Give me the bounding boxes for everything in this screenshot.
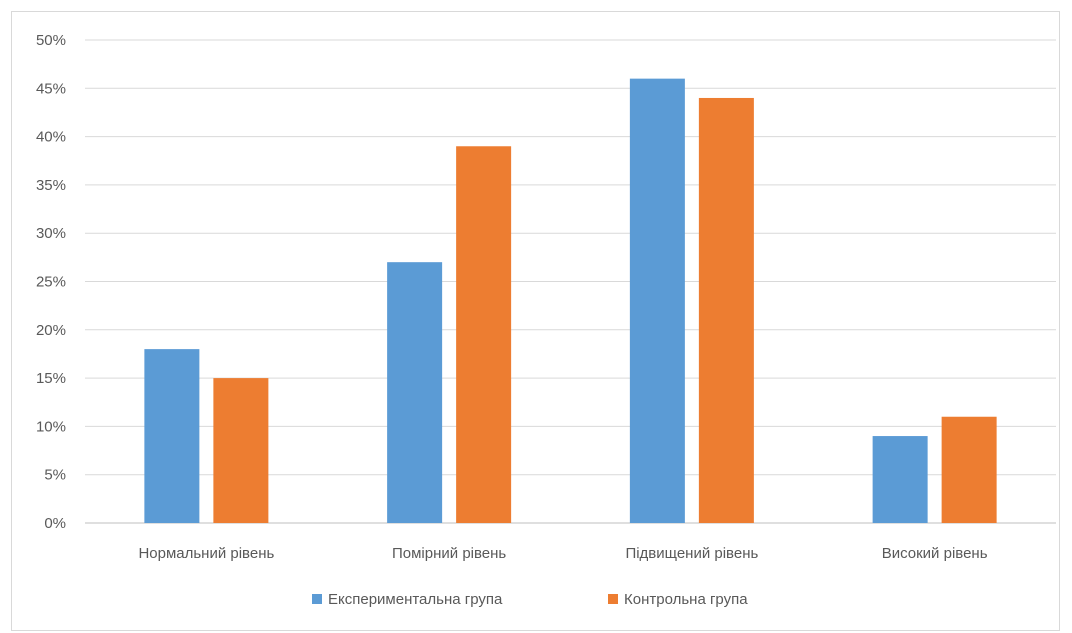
- y-tick-label: 15%: [36, 370, 66, 387]
- bar-control: [698, 97, 754, 524]
- y-tick-label: 40%: [36, 129, 66, 146]
- x-category-label: Підвищений рівень: [625, 545, 758, 562]
- bar-control: [213, 378, 269, 523]
- bar-experimental: [629, 78, 685, 523]
- bar-experimental: [144, 349, 200, 523]
- bar-experimental: [872, 436, 928, 523]
- legend-label: Експериментальна група: [328, 591, 503, 608]
- y-tick-label: 5%: [44, 467, 66, 484]
- x-category-label: Нормальний рівень: [138, 545, 274, 562]
- x-category-label: Помірний рівень: [392, 545, 506, 562]
- legend-swatch: [312, 594, 322, 604]
- x-category-label: Високий рівень: [882, 545, 988, 562]
- y-tick-label: 25%: [36, 274, 66, 291]
- y-tick-label: 0%: [44, 515, 66, 532]
- chart-area: [11, 11, 1060, 631]
- legend-label: Контрольна група: [624, 591, 748, 608]
- legend-swatch: [608, 594, 618, 604]
- bar-control: [941, 416, 997, 523]
- bar-experimental: [387, 262, 443, 523]
- y-tick-label: 50%: [36, 32, 66, 49]
- y-tick-label: 10%: [36, 418, 66, 435]
- bar-control: [456, 146, 512, 523]
- y-tick-label: 30%: [36, 225, 66, 242]
- y-tick-label: 20%: [36, 322, 66, 339]
- y-tick-label: 35%: [36, 177, 66, 194]
- y-tick-label: 45%: [36, 80, 66, 97]
